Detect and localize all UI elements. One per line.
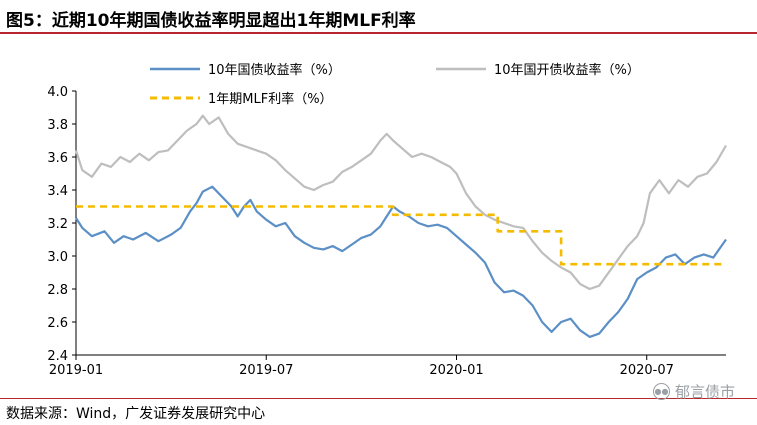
chart-title: 图5：近期10年期国债收益率明显超出1年期MLF利率	[6, 11, 416, 31]
y-tick-label: 4.0	[47, 85, 68, 100]
y-tick-label: 3.8	[47, 118, 68, 133]
footer-divider	[0, 398, 757, 399]
y-tick-label: 3.2	[47, 217, 68, 232]
legend-item-10y-gov-bond: 10年国债收益率（%）	[150, 62, 341, 78]
data-source-note: 数据来源：Wind，广发证券发展研究中心	[6, 406, 266, 422]
series-line-1y-mlf	[76, 205, 726, 266]
legend-item-10y-cdb-bond: 10年国开债收益率（%）	[436, 62, 640, 78]
title-divider	[0, 32, 757, 34]
watermark-text: 郁言债市	[674, 383, 735, 401]
y-tick-label: 3.4	[47, 184, 68, 199]
y-tick-label: 2.6	[47, 316, 68, 331]
series-line-10y-gov-bond	[75, 185, 727, 338]
legend-label: 1年期MLF利率（%）	[208, 91, 333, 107]
x-tick-label: 2020-07	[620, 363, 674, 378]
x-tick-label: 2020-01	[429, 363, 483, 378]
y-tick-label: 3.0	[47, 250, 68, 265]
legend: 10年国债收益率（%） 10年国开债收益率（%） 1年期MLF利率（%）	[150, 62, 640, 107]
legend-label: 10年国开债收益率（%）	[494, 62, 640, 78]
watermark: ●● 郁言债市	[652, 381, 735, 402]
x-tick-label: 2019-07	[239, 363, 293, 378]
y-tick-label: 3.6	[47, 151, 68, 166]
legend-item-1y-mlf: 1年期MLF利率（%）	[150, 91, 333, 107]
y-tick-label: 2.4	[47, 349, 68, 364]
series-group	[74, 114, 727, 338]
x-tick-label: 2019-01	[49, 363, 103, 378]
legend-label: 10年国债收益率（%）	[208, 62, 341, 78]
y-tick-label: 2.8	[47, 283, 68, 298]
wechat-logo-icon: ●●	[652, 383, 670, 400]
series-line-10y-cdb-bond	[74, 114, 727, 291]
